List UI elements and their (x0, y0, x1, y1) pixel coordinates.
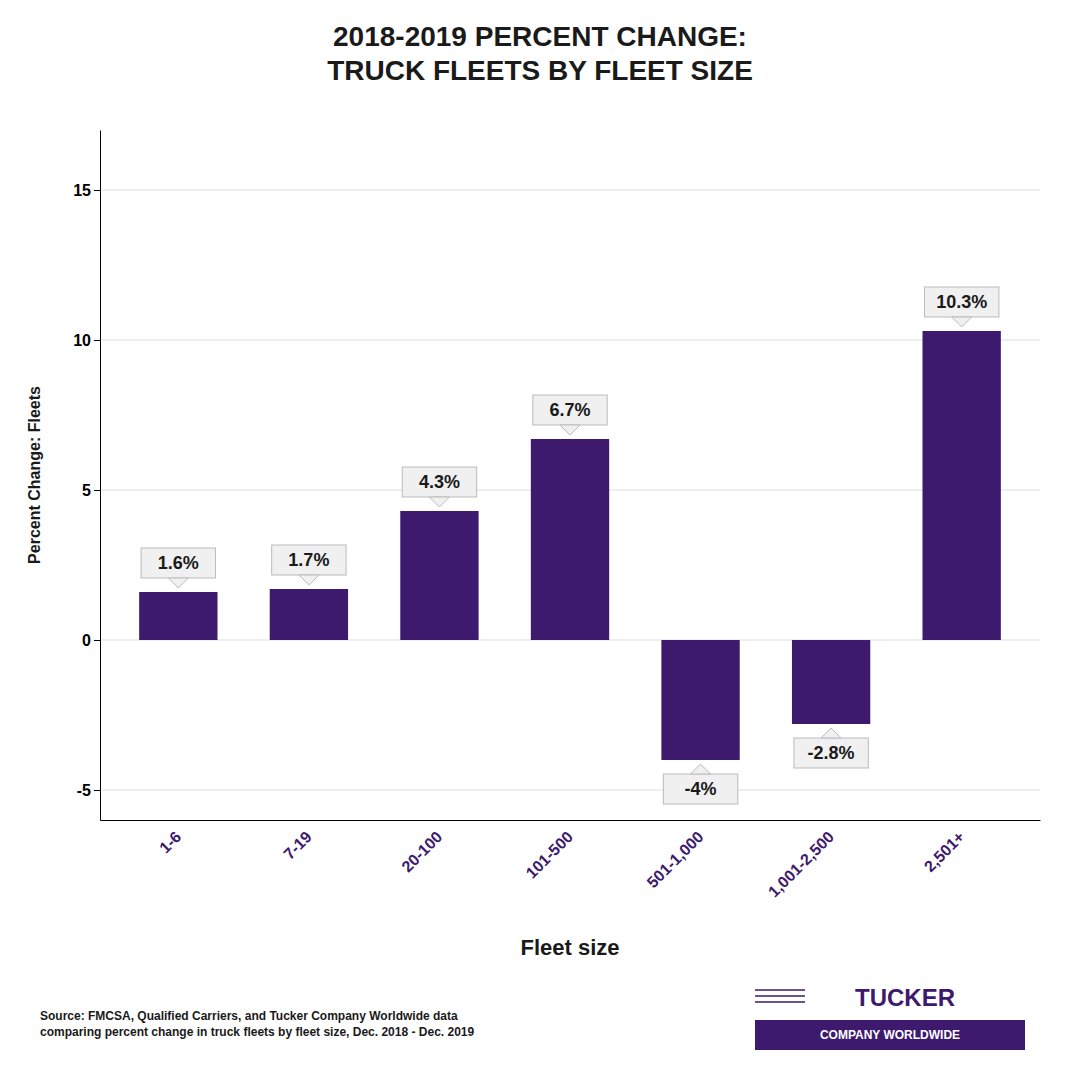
axis-line (101, 820, 1041, 821)
label-pointer (560, 425, 580, 435)
tick-label: 10 (73, 332, 91, 349)
label-box (794, 738, 868, 768)
label-pointer (299, 575, 319, 585)
data-labels: 1.6% 1.7% 4.3% 6.7% -4% -2.8% 10.3% (141, 287, 999, 804)
logo-line (755, 995, 805, 997)
tick: 1-6 (156, 828, 184, 856)
tick: 5 (82, 482, 100, 499)
tick: -5 (77, 782, 100, 799)
chart: 2018-2019 PERCENT CHANGE:TRUCK FLEETS BY… (0, 0, 1080, 1080)
data-label: 1.7% (288, 550, 329, 570)
data-label: 4.3% (419, 472, 460, 492)
bar (661, 640, 739, 760)
tick: 10 (73, 332, 100, 349)
y-axis-title: Percent Change: Fleets (26, 386, 43, 564)
tick-label: 501-1,000 (644, 828, 707, 891)
y-axis: -5 0 5 10 15 (73, 131, 100, 821)
tick: 20-100 (398, 828, 445, 875)
data-label: -2.8% (808, 743, 855, 763)
tick-label: 101-500 (523, 828, 577, 882)
tick: 7-19 (280, 828, 315, 863)
x-axis: 1-6 7-19 20-100 101-500 501-1,000 1,001-2,500… (101, 821, 1041, 901)
logo-banner (755, 1020, 1025, 1050)
tick: 501-1,000 (644, 828, 707, 891)
tick-label: 0 (82, 632, 91, 649)
logo-line (755, 1001, 805, 1003)
label-pointer (429, 497, 449, 507)
label-box (272, 545, 346, 575)
logo-line (755, 989, 805, 991)
bar (923, 331, 1001, 640)
data-label: -4% (685, 779, 717, 799)
logo-text: TUCKER (855, 984, 955, 1011)
label-pointer (691, 764, 711, 774)
tick-label: 7-19 (280, 828, 315, 863)
data-label: 1.6% (158, 553, 199, 573)
tick-mark (94, 190, 100, 191)
tick-label: -5 (77, 782, 91, 799)
tick-label: 1-6 (156, 828, 184, 856)
label-box (141, 548, 215, 578)
label-box (663, 774, 737, 804)
tick: 1,001-2,500 (765, 828, 837, 900)
tick-mark (94, 640, 100, 641)
label-box (402, 467, 476, 497)
title: 2018-2019 PERCENT CHANGE:TRUCK FLEETS BY… (327, 21, 753, 86)
tick: 2,501+ (921, 828, 968, 875)
grid (100, 190, 1040, 790)
logo-banner-text: COMPANY WORLDWIDE (820, 1028, 960, 1042)
tick: 101-500 (523, 828, 577, 882)
tick-label: 15 (73, 182, 91, 199)
logo: TUCKER COMPANY WORLDWIDE (755, 984, 1025, 1050)
plot: -5 0 5 10 15 1-6 7-19 20-100 101-500 501-1,000 1,0… (73, 131, 1040, 901)
label-pointer (168, 578, 188, 588)
bar (139, 592, 217, 640)
axis-line (100, 131, 101, 821)
tick-mark (94, 790, 100, 791)
grid-line (100, 790, 1040, 791)
grid-line (100, 190, 1040, 191)
x-axis-title: Fleet size (520, 935, 619, 960)
source: Source: FMCSA, Qualified Carriers, and T… (40, 1009, 475, 1039)
data-label: 10.3% (936, 292, 987, 312)
bar (400, 511, 478, 640)
bars (139, 331, 1001, 760)
bar (270, 589, 348, 640)
label-pointer (952, 317, 972, 327)
label-box (924, 287, 998, 317)
tick-mark (94, 340, 100, 341)
tick-label: 2,501+ (921, 828, 968, 875)
tick-label: 1,001-2,500 (765, 828, 837, 900)
bar (531, 439, 609, 640)
label-pointer (821, 728, 841, 738)
tick-label: 5 (82, 482, 91, 499)
grid-line (100, 340, 1040, 341)
label-box (533, 395, 607, 425)
tick-label: 20-100 (398, 828, 445, 875)
bar (792, 640, 870, 724)
tick: 15 (73, 182, 100, 199)
tick: 0 (82, 632, 100, 649)
tick-mark (94, 490, 100, 491)
data-label: 6.7% (549, 400, 590, 420)
